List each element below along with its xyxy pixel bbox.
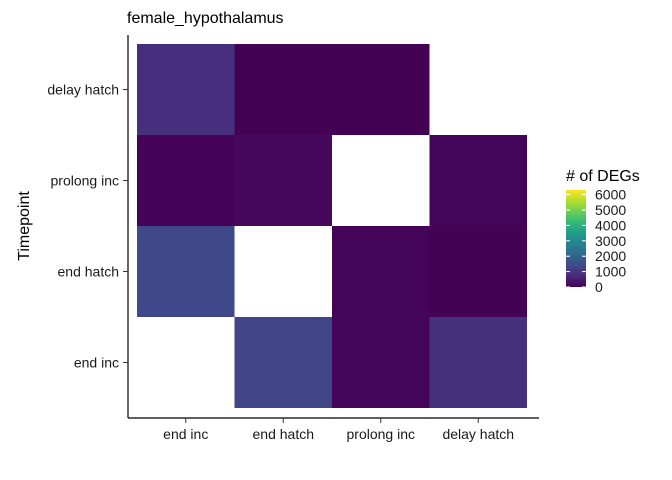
heatmap-cells bbox=[137, 44, 527, 408]
legend-tick-label: 5000 bbox=[595, 202, 626, 218]
y-tick-label: end inc bbox=[74, 355, 119, 371]
heatmap-cell bbox=[234, 44, 332, 135]
legend-tick-label: 4000 bbox=[595, 217, 626, 233]
heatmap-cell bbox=[429, 226, 527, 317]
heatmap-cell bbox=[332, 44, 430, 135]
heatmap-cell bbox=[429, 317, 527, 408]
x-tick-label: end inc bbox=[163, 426, 208, 442]
chart-title: female_hypothalamus bbox=[127, 10, 284, 27]
x-tick-label: delay hatch bbox=[442, 426, 514, 442]
heatmap-cell bbox=[429, 135, 527, 226]
legend-tick-label: 6000 bbox=[595, 187, 626, 203]
x-tick-label: prolong inc bbox=[347, 426, 416, 442]
legend-tick-label: 2000 bbox=[595, 248, 626, 264]
y-axis-title: Timepoint bbox=[16, 191, 33, 261]
heatmap-cell bbox=[234, 135, 332, 226]
legend-tick-label: 1000 bbox=[595, 264, 626, 280]
legend-title: # of DEGs bbox=[566, 168, 640, 185]
y-tick-label: prolong inc bbox=[51, 173, 120, 189]
y-axis-ticks: end inc end hatch prolong inc delay hatch bbox=[47, 82, 128, 371]
x-axis-ticks: end inc end hatch prolong inc delay hatch bbox=[163, 418, 514, 442]
x-tick-label: end hatch bbox=[253, 426, 315, 442]
legend-colorbar bbox=[566, 190, 586, 287]
heatmap-cell bbox=[137, 44, 235, 135]
heatmap-cell bbox=[332, 317, 430, 408]
heatmap-cell bbox=[137, 226, 235, 317]
y-tick-label: delay hatch bbox=[47, 82, 119, 98]
heatmap-cell bbox=[234, 317, 332, 408]
legend-tick-label: 3000 bbox=[595, 233, 626, 249]
heatmap-cell bbox=[332, 226, 430, 317]
legend-tick-label: 0 bbox=[595, 279, 603, 295]
y-tick-label: end hatch bbox=[58, 264, 120, 280]
heatmap-cell bbox=[137, 135, 235, 226]
